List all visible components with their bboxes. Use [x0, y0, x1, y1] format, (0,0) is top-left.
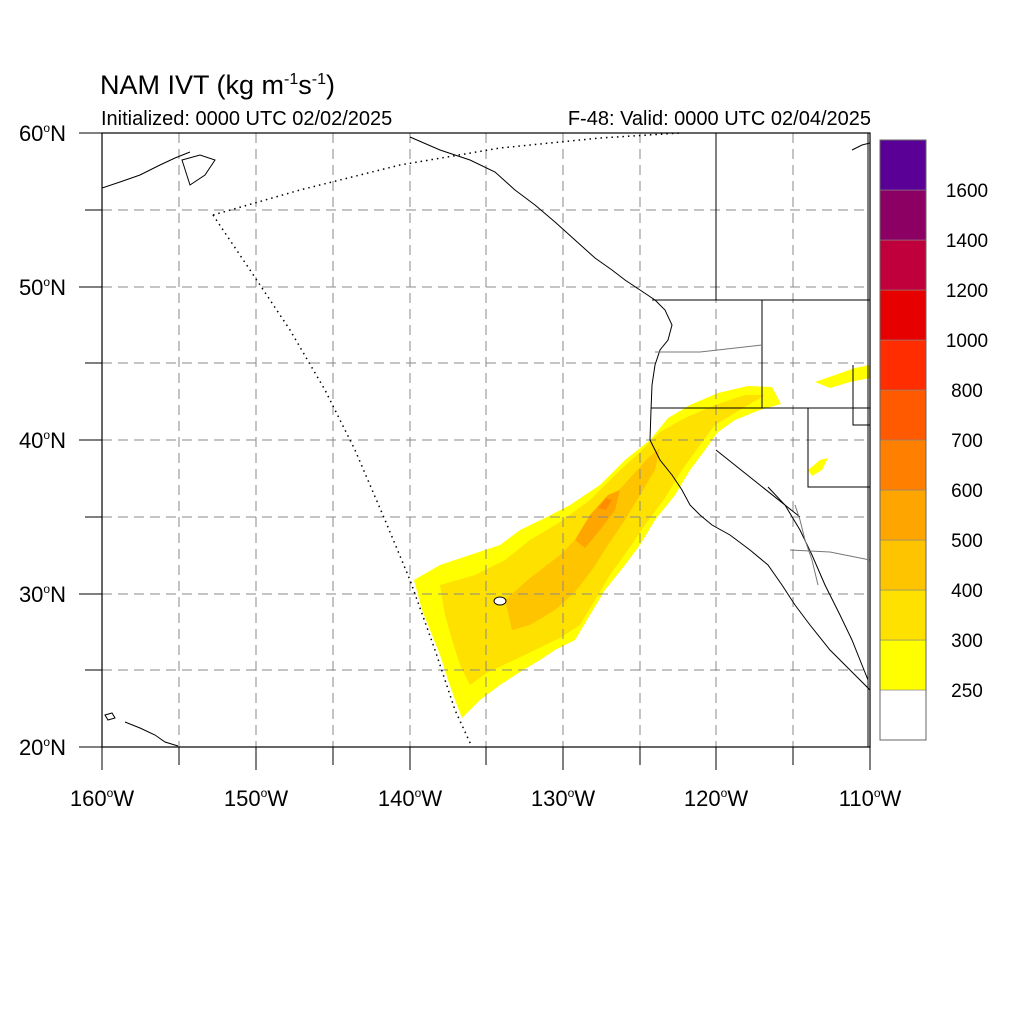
longitude-labels: 160oW 150oW 140oW 130oW 120oW 110oW	[70, 786, 902, 811]
colorbar-swatch	[879, 639, 927, 691]
lon-label-130: 130oW	[531, 786, 595, 811]
colorbar-swatch	[879, 389, 927, 441]
lon-label-150: 150oW	[224, 786, 288, 811]
state-lines	[655, 344, 870, 586]
colorbar-label: 800	[951, 381, 983, 402]
colorbar-swatch	[879, 489, 927, 541]
lat-label-20: 20oN	[19, 735, 66, 760]
political-borders	[651, 133, 870, 747]
colorbar-label: 700	[951, 431, 983, 452]
axis-ticks	[79, 132, 871, 770]
colorbar-swatch	[879, 339, 927, 391]
colorbar-swatch	[879, 139, 927, 191]
ivt-600-region	[598, 498, 612, 510]
initialized-time: Initialized: 0000 UTC 02/02/2025	[101, 108, 393, 130]
lat-label-40: 40oN	[19, 428, 66, 453]
coastlines	[102, 136, 870, 747]
lat-label-60: 60oN	[19, 121, 66, 146]
colorbar-swatch	[879, 539, 927, 591]
colorbar-swatch	[879, 239, 927, 291]
lat-label-50: 50oN	[19, 275, 66, 300]
colorbar-label: 250	[951, 681, 983, 702]
lon-label-140: 140oW	[378, 786, 442, 811]
colorbar-swatch	[879, 589, 927, 641]
dry-hole	[493, 596, 507, 606]
colorbar-swatch	[879, 689, 927, 741]
colorbar-label: 1400	[946, 231, 988, 252]
lon-label-120: 120oW	[684, 786, 748, 811]
ivt-plume	[414, 365, 870, 718]
colorbar-label: 400	[951, 581, 983, 602]
latitude-labels: 60oN 50oN 40oN 30oN 20oN	[19, 121, 66, 760]
ivt-250-patch-ne	[815, 365, 870, 388]
lon-label-110: 110oW	[839, 786, 902, 811]
lat-label-30: 30oN	[19, 582, 66, 607]
ivt-250-patch-nv	[808, 458, 828, 476]
valid-time: F-48: Valid: 0000 UTC 02/04/2025	[567, 108, 871, 130]
colorbar-swatch	[879, 439, 927, 491]
colorbar-swatch	[879, 189, 927, 241]
lon-label-160: 160oW	[70, 786, 134, 811]
colorbar-label: 1600	[946, 181, 988, 202]
colorbar-swatch	[879, 289, 927, 341]
colorbar-label: 600	[951, 481, 983, 502]
colorbar: 1600 1400 1200 1000 800 700 600 500 400 300 250	[879, 139, 988, 741]
colorbar-label: 300	[951, 631, 983, 652]
graticule	[102, 133, 870, 747]
colorbar-label: 500	[951, 531, 983, 552]
map-title: NAM IVT (kg m-1s-1)	[100, 70, 335, 100]
colorbar-label: 1000	[946, 331, 988, 352]
colorbar-label: 1200	[946, 281, 988, 302]
colorbar-frame	[879, 139, 927, 741]
